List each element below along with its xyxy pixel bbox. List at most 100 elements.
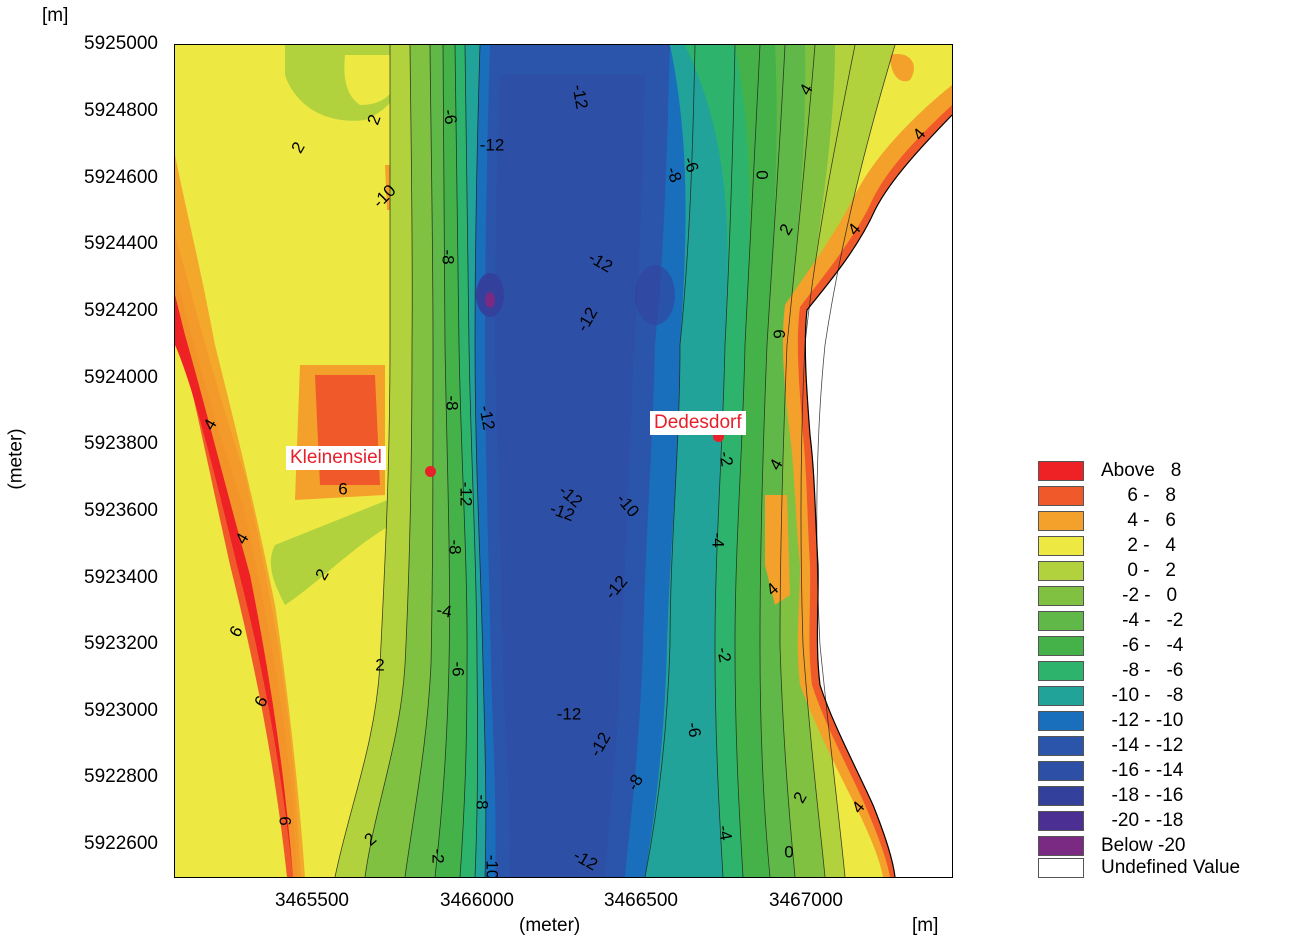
legend-label: -6 - -4 [1101,635,1184,656]
right-neg4-neg2-band [760,45,815,877]
legend-item: -2 - 0 [1038,585,1177,607]
contour-label: -12 [557,704,582,723]
contour-lines [334,45,896,877]
contour-label: -12 [480,135,505,154]
undefined-area-right [805,115,952,877]
legend-swatch [1038,736,1084,756]
legend-label: 6 - 8 [1101,485,1176,506]
legend-swatch [1038,661,1084,681]
legend-item: 2 - 4 [1038,535,1176,557]
legend-item: -12 - -10 [1038,710,1183,732]
kleinensiel-marker[interactable] [425,466,436,477]
y-tick-label: 5924600 [84,167,158,188]
legend-item: -8 - -6 [1038,660,1183,682]
legend-label: -12 - -10 [1101,710,1184,731]
legend-item: -18 - -16 [1038,785,1183,807]
legend-swatch [1038,461,1084,481]
channel-neg16-neg14-band [495,75,645,877]
legend-item: -4 - -2 [1038,610,1183,632]
x-unit-label: [m] [912,915,939,936]
dedesdorf-marker[interactable] [713,431,724,442]
legend-swatch [1038,636,1084,656]
y-tick-label: 5923200 [84,633,158,654]
legend-swatch [1038,786,1084,806]
contour-label: 2 [375,655,384,674]
x-axis-title: (meter) [519,915,581,936]
legend-label: -20 - -18 [1101,810,1184,831]
contour-label: 0 [753,170,772,179]
legend-item: -10 - -8 [1038,685,1183,707]
left-bank-above8-strip [175,275,297,877]
contour-label: -6 [449,661,468,676]
legend-item: -14 - -12 [1038,735,1183,757]
contour-label: -12 [569,83,592,111]
right-neg10-neg8-band [645,45,735,877]
legend-label: -10 - -8 [1101,685,1184,706]
legend-swatch [1038,536,1084,556]
y-tick-label: 5923600 [84,500,158,521]
legend-item: Above 8 [1038,460,1181,482]
contour-label: -6 [683,721,704,739]
legend-swatch [1038,858,1084,878]
legend-item: 4 - 6 [1038,510,1176,532]
legend-swatch [1038,711,1084,731]
bathymetry-map[interactable]: -12 -6 -12 2 2 -8 -6 0 2 4 4 -10 -8 4 -12 -12 6 -8 -12 4 -12… [174,44,953,878]
legend-label: -4 - -2 [1101,610,1184,631]
right-small-4-6-patch [765,495,790,605]
legend-label: Undefined Value [1101,857,1241,878]
legend-item: -16 - -14 [1038,760,1183,782]
contour-label: -4 [709,532,728,547]
y-tick-label: 5923000 [84,700,158,721]
legend-swatch [1038,511,1084,531]
legend-item: Below -20 [1038,835,1186,857]
dedesdorf-label: Dedesdorf [650,411,746,435]
x-tick-label: 3467000 [769,890,843,911]
y-tick-label: 5924000 [84,367,158,388]
y-tick-label: 5925000 [84,33,158,54]
contour-label: -8 [443,395,462,410]
contour-label: -4 [435,600,453,621]
contour-label: 6 [338,479,347,498]
legend-label: -14 - -12 [1101,735,1184,756]
contour-label: -4 [714,824,735,842]
deep-hole-below-20 [485,292,495,308]
legend-swatch [1038,586,1084,606]
legend-swatch [1038,761,1084,781]
legend-item: 6 - 8 [1038,485,1176,507]
contour-label: -8 [662,164,685,185]
contour-label: -10 [483,855,502,877]
legend-swatch [1038,686,1084,706]
contour-label: 6 [276,816,295,825]
y-tick-label: 5923400 [84,567,158,588]
contour-label: -8 [439,249,458,264]
contour-label: -8 [473,794,492,809]
legend-label: 0 - 2 [1101,560,1176,581]
contour-label: -8 [446,539,465,554]
y-unit-label: [m] [42,5,69,26]
contour-label: -2 [715,450,736,468]
legend-label: -8 - -6 [1101,660,1184,681]
legend-label: Below -20 [1101,835,1186,856]
legend-label: -16 - -14 [1101,760,1184,781]
x-tick-label: 3466500 [604,890,678,911]
legend-label: Above 8 [1101,460,1182,481]
legend-swatch [1038,486,1084,506]
legend-label: 2 - 4 [1101,535,1176,556]
y-tick-label: 5924200 [84,300,158,321]
contour-label: -6 [679,154,702,175]
right-neg8-neg6-band [685,45,760,877]
legend-item: 0 - 2 [1038,560,1176,582]
x-tick-label: 3465500 [275,890,349,911]
legend-item: -6 - -4 [1038,635,1183,657]
legend-label: 4 - 6 [1101,510,1176,531]
contour-label: -2 [713,646,734,664]
contour-label: -2 [429,848,448,863]
contour-label: -12 [476,404,499,432]
contour-label: -6 [439,108,460,126]
legend-swatch [1038,836,1084,856]
y-axis-title: (meter) [5,428,27,490]
legend-item: Undefined Value [1038,857,1240,879]
legend-swatch [1038,811,1084,831]
deep-patch-neg18 [635,265,675,325]
